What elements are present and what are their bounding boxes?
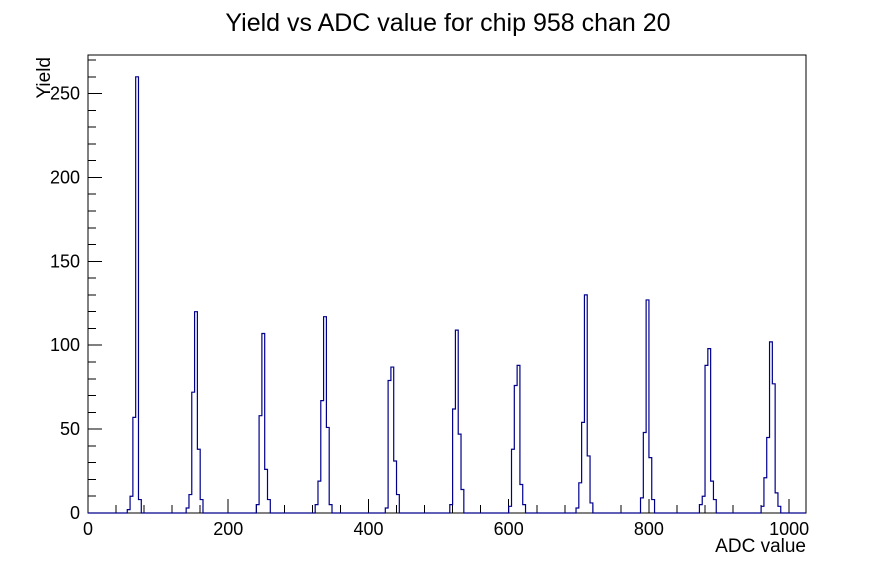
x-tick-label: 800 xyxy=(634,519,664,539)
x-tick-label: 0 xyxy=(83,519,93,539)
y-tick-label: 200 xyxy=(50,167,80,187)
y-axis-title: Yield xyxy=(34,57,55,99)
x-axis-title: ADC value xyxy=(715,536,806,557)
y-tick-label: 0 xyxy=(70,503,80,523)
y-tick-label: 250 xyxy=(50,84,80,104)
x-tick-label: 200 xyxy=(213,519,243,539)
histogram-series xyxy=(88,76,806,514)
x-tick-label: 400 xyxy=(353,519,383,539)
plot-frame xyxy=(87,54,807,514)
y-tick-label: 100 xyxy=(50,335,80,355)
y-tick-label: 150 xyxy=(50,251,80,271)
x-tick-label: 600 xyxy=(494,519,524,539)
x-tick-label: 1000 xyxy=(769,519,809,539)
y-tick-label: 50 xyxy=(60,419,80,439)
chart-title: Yield vs ADC value for chip 958 chan 20 xyxy=(225,9,671,37)
